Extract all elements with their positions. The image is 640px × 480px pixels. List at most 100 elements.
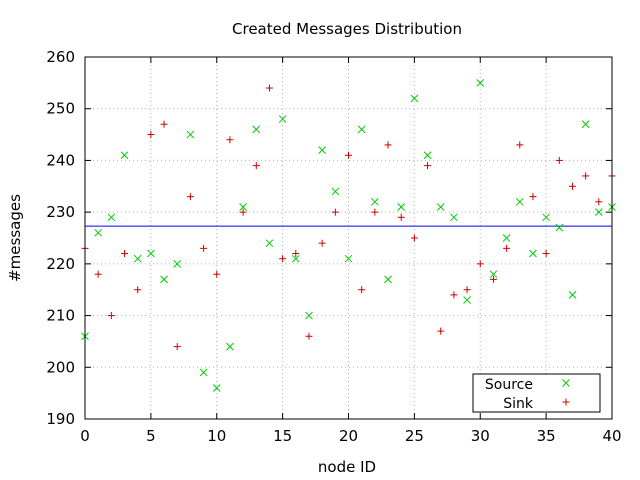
sink-point [582, 172, 590, 180]
source-point [370, 197, 379, 206]
x-tick-label: 25 [405, 427, 424, 445]
source-point [581, 120, 590, 129]
source-point [94, 228, 103, 237]
sink-point [503, 244, 511, 252]
legend-marker-sink [562, 398, 570, 406]
sink-point [410, 234, 418, 242]
sink-point [450, 291, 458, 299]
x-axis-label: node ID [318, 458, 376, 476]
source-point [199, 368, 208, 377]
sink-point [542, 250, 550, 258]
x-tick-label: 30 [471, 427, 490, 445]
sink-point [107, 312, 115, 320]
x-tick-label: 10 [207, 427, 226, 445]
source-point [318, 146, 327, 154]
x-tick-label: 20 [339, 427, 358, 445]
series-layer [81, 79, 616, 392]
sink-point [252, 162, 260, 170]
sink-point [147, 131, 155, 139]
series-sink [81, 84, 616, 351]
sink-point [160, 120, 168, 128]
y-tick-label: 190 [46, 410, 75, 428]
source-point [173, 260, 182, 268]
sink-point [213, 270, 221, 278]
sink-point [476, 260, 484, 268]
y-axis-label: #messages [6, 194, 24, 282]
sink-point [94, 270, 102, 278]
source-point [529, 249, 537, 258]
sink-point [331, 208, 339, 216]
source-point [450, 213, 458, 222]
source-point [476, 79, 485, 87]
source-point [291, 254, 300, 263]
sink-point [200, 244, 208, 252]
legend-marker-source [562, 379, 570, 387]
sink-point [134, 286, 142, 294]
source-point [384, 275, 392, 284]
sink-point [173, 343, 181, 351]
source-point [542, 213, 550, 222]
source-point [278, 115, 287, 123]
sink-point [265, 84, 273, 92]
y-tick-label: 210 [46, 307, 75, 325]
x-tick-label: 35 [537, 427, 556, 445]
source-point [410, 94, 419, 103]
source-point [107, 213, 116, 222]
sink-point [318, 239, 326, 247]
source-point [239, 203, 247, 211]
sink-point [384, 141, 392, 149]
source-point [555, 223, 564, 232]
source-point [594, 208, 603, 216]
x-tick-label: 15 [273, 427, 292, 445]
x-tick-label: 0 [80, 427, 90, 445]
source-point [436, 203, 445, 211]
y-tick-label: 230 [46, 203, 75, 221]
axis-ticks: 0 5 10 15 20 25 30 35 40 190 200 210 220 230 240 250 260 [46, 48, 621, 445]
x-tick-label: 5 [146, 427, 156, 445]
y-tick-label: 250 [46, 100, 75, 118]
source-point [265, 239, 274, 248]
sink-point [516, 141, 524, 149]
sink-point [239, 208, 247, 216]
sink-point [292, 250, 300, 258]
sink-point [437, 327, 445, 335]
legend-label-sink: Sink [503, 396, 534, 412]
source-point [344, 254, 353, 263]
y-tick-label: 240 [46, 151, 75, 169]
source-point [502, 234, 511, 242]
sink-point [463, 286, 471, 294]
sink-point [489, 275, 497, 283]
sink-point [568, 182, 576, 190]
series-source [81, 79, 616, 392]
grid [85, 57, 612, 419]
legend-box [472, 373, 601, 413]
source-point [133, 254, 142, 263]
y-tick-label: 200 [46, 358, 75, 376]
sink-point [424, 162, 432, 170]
chart-title: Created Messages Distribution [232, 20, 462, 38]
sink-point [358, 286, 366, 294]
source-point [331, 187, 340, 196]
source-point [212, 384, 221, 392]
sink-point [397, 213, 405, 221]
sink-point [279, 255, 287, 263]
legend-label-source: Source [485, 377, 533, 393]
source-point [147, 249, 155, 258]
sink-point [226, 136, 234, 144]
sink-point [121, 250, 129, 258]
sink-point [305, 332, 313, 340]
source-point [515, 197, 524, 206]
source-point [357, 125, 366, 134]
legend: Source Sink [472, 373, 601, 413]
source-point [463, 296, 471, 304]
sink-point [529, 193, 537, 201]
sink-point [595, 198, 603, 206]
source-point [186, 130, 195, 139]
source-point [568, 291, 577, 299]
source-point [226, 342, 234, 351]
source-point [120, 151, 129, 160]
source-point [160, 275, 168, 284]
y-tick-label: 220 [46, 255, 75, 273]
sink-point [186, 193, 194, 201]
